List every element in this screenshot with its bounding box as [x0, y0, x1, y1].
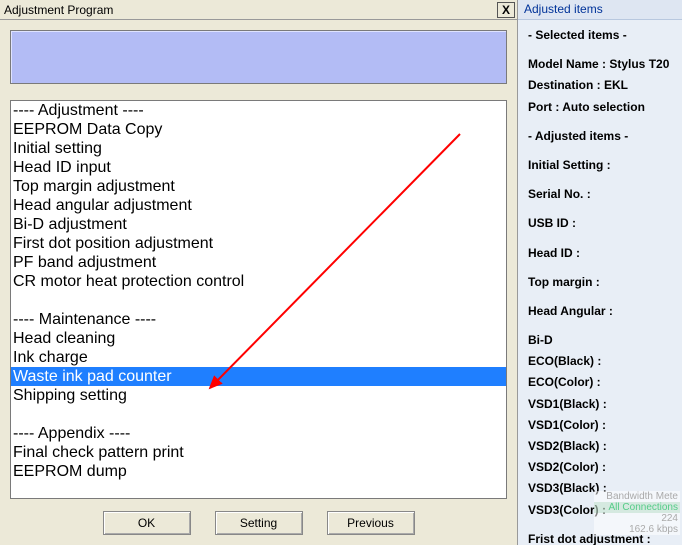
- side-line: VSD3(Color) :: [528, 501, 676, 520]
- list-item[interactable]: Head angular adjustment: [11, 196, 506, 215]
- side-line: Port : Auto selection: [528, 98, 676, 117]
- ok-button[interactable]: OK: [103, 511, 191, 535]
- window-title: Adjustment Program: [4, 3, 113, 17]
- side-line: USB ID :: [528, 214, 676, 233]
- list-item[interactable]: ---- Adjustment ----: [11, 101, 506, 120]
- side-line: VSD3(Black) :: [528, 479, 676, 498]
- side-line: Head Angular :: [528, 302, 676, 321]
- side-line: ECO(Color) :: [528, 373, 676, 392]
- list-item[interactable]: EEPROM Data Copy: [11, 120, 506, 139]
- button-row: OK Setting Previous: [10, 499, 507, 545]
- side-line: [528, 294, 676, 302]
- header-band: [10, 30, 507, 84]
- list-item[interactable]: CR motor heat protection control: [11, 272, 506, 291]
- side-line: [528, 323, 676, 331]
- side-line: VSD1(Black) :: [528, 395, 676, 414]
- list-item[interactable]: Final check pattern print: [11, 443, 506, 462]
- side-line: [528, 47, 676, 55]
- side-line: Top margin :: [528, 273, 676, 292]
- side-line: - Adjusted items -: [528, 127, 676, 146]
- side-line: - Selected items -: [528, 26, 676, 45]
- side-line: ECO(Black) :: [528, 352, 676, 371]
- list-item[interactable]: Head cleaning: [11, 329, 506, 348]
- side-line: Serial No. :: [528, 185, 676, 204]
- side-line: Initial Setting :: [528, 156, 676, 175]
- side-panel-title: Adjusted items: [518, 0, 682, 20]
- side-line: [528, 522, 676, 530]
- close-icon: X: [502, 3, 510, 17]
- list-item[interactable]: Initial setting: [11, 139, 506, 158]
- side-line: VSD1(Color) :: [528, 416, 676, 435]
- list-item[interactable]: Head ID input: [11, 158, 506, 177]
- list-item[interactable]: PF band adjustment: [11, 253, 506, 272]
- side-line: Frist dot adjustment :: [528, 530, 676, 545]
- side-line: VSD2(Black) :: [528, 437, 676, 456]
- list-item[interactable]: EEPROM dump: [11, 462, 506, 481]
- side-panel: Adjusted items - Selected items - Model N…: [518, 0, 682, 545]
- side-line: Model Name : Stylus T20: [528, 55, 676, 74]
- side-line: Destination : EKL: [528, 76, 676, 95]
- list-item[interactable]: Shipping setting: [11, 386, 506, 405]
- side-line: VSD2(Color) :: [528, 458, 676, 477]
- listbox-container: ---- Adjustment ----EEPROM Data CopyInit…: [10, 100, 507, 499]
- side-line: [528, 236, 676, 244]
- side-line: Head ID :: [528, 244, 676, 263]
- list-item[interactable]: ---- Maintenance ----: [11, 310, 506, 329]
- adjustment-listbox[interactable]: ---- Adjustment ----EEPROM Data CopyInit…: [11, 101, 506, 498]
- side-panel-body: - Selected items - Model Name : Stylus T2…: [518, 20, 682, 545]
- list-item[interactable]: [11, 405, 506, 424]
- side-line: [528, 206, 676, 214]
- side-line: [528, 177, 676, 185]
- side-line: [528, 265, 676, 273]
- list-item[interactable]: Top margin adjustment: [11, 177, 506, 196]
- titlebar: Adjustment Program X: [0, 0, 517, 20]
- list-item[interactable]: ---- Appendix ----: [11, 424, 506, 443]
- list-item[interactable]: Ink charge: [11, 348, 506, 367]
- side-line: [528, 148, 676, 156]
- close-button[interactable]: X: [497, 2, 515, 18]
- previous-button[interactable]: Previous: [327, 511, 415, 535]
- main-window: Adjustment Program X ---- Adjustment ---…: [0, 0, 518, 545]
- list-item[interactable]: Bi-D adjustment: [11, 215, 506, 234]
- side-line: Bi-D: [528, 331, 676, 350]
- side-line: [528, 119, 676, 127]
- setting-button[interactable]: Setting: [215, 511, 303, 535]
- list-item[interactable]: [11, 291, 506, 310]
- list-item[interactable]: First dot position adjustment: [11, 234, 506, 253]
- list-item[interactable]: Waste ink pad counter: [11, 367, 506, 386]
